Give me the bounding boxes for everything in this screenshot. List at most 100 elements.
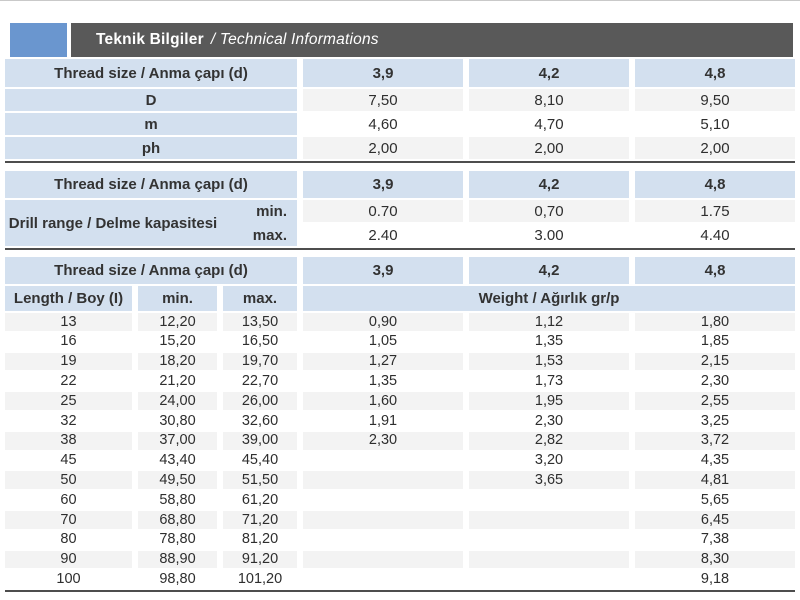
size-col-header: 4,2	[469, 257, 629, 284]
max-cell: 39,00	[223, 431, 297, 450]
min-cell: 78,80	[138, 530, 217, 549]
value-cell: 4,60	[303, 113, 463, 135]
min-cell: 43,40	[138, 451, 217, 470]
max-col-header: max.	[223, 286, 297, 311]
weight-cell: 2,15	[635, 352, 795, 371]
weight-cell: 2,55	[635, 392, 795, 410]
length-cell: 60	[5, 491, 132, 509]
min-cell: 58,80	[138, 491, 217, 509]
value-cell: 2,00	[303, 137, 463, 159]
max-cell: 13,50	[223, 313, 297, 331]
weight-cell: 3,20	[469, 451, 629, 470]
min-cell: 30,80	[138, 411, 217, 430]
weight-cell: 2,30	[303, 431, 463, 450]
max-cell: 22,70	[223, 372, 297, 391]
length-cell: 80	[5, 530, 132, 549]
weight-cell: 4,35	[635, 451, 795, 470]
length-cell: 70	[5, 510, 132, 529]
value-cell: 0,70	[469, 200, 629, 222]
weight-cell: 1,05	[303, 332, 463, 351]
weight-cell: 8,30	[635, 550, 795, 569]
min-max-labels: min. max.	[221, 200, 297, 246]
table-bottom-border	[5, 590, 795, 593]
weight-cell	[469, 530, 629, 549]
thread-size-header: Thread size / Anma çapı (d)	[5, 171, 297, 198]
min-cell: 12,20	[138, 313, 217, 331]
length-cell: 32	[5, 411, 132, 430]
accent-square	[10, 23, 67, 57]
weight-cell	[469, 570, 629, 589]
weight-cell: 1,80	[635, 313, 795, 331]
weight-cell	[303, 451, 463, 470]
weight-cell: 4,81	[635, 471, 795, 490]
weight-cell: 5,65	[635, 491, 795, 509]
length-cell: 38	[5, 431, 132, 450]
value-cell: 2.40	[303, 224, 463, 246]
thread-size-header: Thread size / Anma çapı (d)	[5, 257, 297, 284]
length-cell: 25	[5, 392, 132, 410]
min-cell: 68,80	[138, 510, 217, 529]
weight-cell	[303, 570, 463, 589]
value-cell: 9,50	[635, 89, 795, 111]
value-cell: 4,70	[469, 113, 629, 135]
table-bottom-border	[5, 248, 795, 250]
min-cell: 24,00	[138, 392, 217, 410]
weight-cell	[469, 491, 629, 509]
length-cell: 100	[5, 570, 132, 589]
length-cell: 22	[5, 372, 132, 391]
max-cell: 61,20	[223, 491, 297, 509]
min-cell: 98,80	[138, 570, 217, 589]
drill-range-table: Thread size / Anma çapı (d) 3,9 4,2 4,8 …	[5, 171, 795, 246]
max-cell: 19,70	[223, 352, 297, 371]
max-cell: 45,40	[223, 451, 297, 470]
value-cell: 4.40	[635, 224, 795, 246]
weight-cell	[303, 491, 463, 509]
length-cell: 50	[5, 471, 132, 490]
size-col-header: 4,2	[469, 171, 629, 198]
max-cell: 16,50	[223, 332, 297, 351]
weight-cell: 2,30	[635, 372, 795, 391]
weight-cell	[469, 510, 629, 529]
value-cell: 8,10	[469, 89, 629, 111]
weight-cell: 1,85	[635, 332, 795, 351]
weight-cell: 1,91	[303, 411, 463, 430]
size-col-header: 4,8	[635, 257, 795, 284]
value-cell: 7,50	[303, 89, 463, 111]
weight-col-header: Weight / Ağırlık gr/p	[303, 286, 795, 311]
weight-cell: 3,25	[635, 411, 795, 430]
min-cell: 49,50	[138, 471, 217, 490]
value-cell: 3.00	[469, 224, 629, 246]
page-title-translation: / Technical Informations	[210, 31, 379, 48]
value-cell: 1.75	[635, 200, 795, 222]
weight-cell: 7,38	[635, 530, 795, 549]
min-cell: 88,90	[138, 550, 217, 569]
weight-cell: 1,95	[469, 392, 629, 410]
weight-cell: 2,82	[469, 431, 629, 450]
max-cell: 101,20	[223, 570, 297, 589]
row-label-cell: D	[5, 89, 297, 111]
weight-cell	[303, 471, 463, 490]
weight-cell: 3,72	[635, 431, 795, 450]
weight-cell: 2,30	[469, 411, 629, 430]
weight-cell	[303, 530, 463, 549]
thread-size-header: Thread size / Anma çapı (d)	[5, 59, 297, 87]
title-bar: Teknik Bilgiler / Technical Informations	[71, 23, 793, 57]
max-cell: 32,60	[223, 411, 297, 430]
length-col-header: Length / Boy (I)	[5, 286, 132, 311]
length-cell: 16	[5, 332, 132, 351]
page-title: Teknik Bilgiler	[96, 31, 204, 48]
max-cell: 91,20	[223, 550, 297, 569]
weight-cell	[303, 550, 463, 569]
min-cell: 15,20	[138, 332, 217, 351]
header-bar: Teknik Bilgiler / Technical Informations	[10, 23, 793, 57]
length-cell: 45	[5, 451, 132, 470]
weight-cell: 3,65	[469, 471, 629, 490]
max-cell: 81,20	[223, 530, 297, 549]
size-col-header: 4,8	[635, 59, 795, 87]
weight-cell: 1,73	[469, 372, 629, 391]
size-col-header: 3,9	[303, 171, 463, 198]
size-col-header: 4,2	[469, 59, 629, 87]
value-cell: 0.70	[303, 200, 463, 222]
value-cell: 2,00	[469, 137, 629, 159]
